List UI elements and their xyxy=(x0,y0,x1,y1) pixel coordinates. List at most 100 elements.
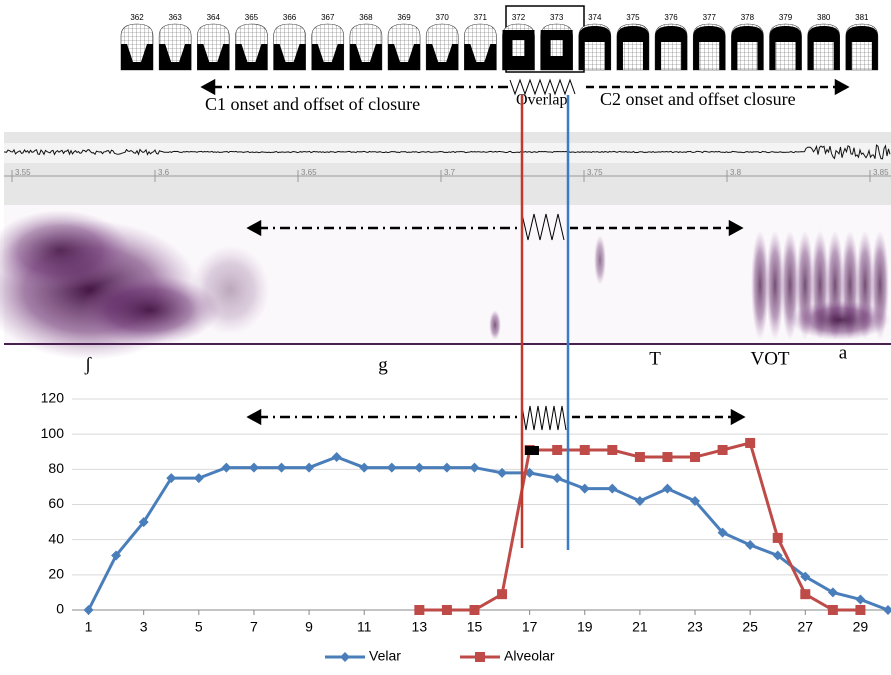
contact xyxy=(273,44,306,70)
x-tick-label: 21 xyxy=(632,619,648,635)
energy xyxy=(766,230,784,340)
point xyxy=(441,462,452,473)
frame-number: 370 xyxy=(436,13,450,22)
time-tick-label: 3.55 xyxy=(15,168,31,177)
contact xyxy=(769,26,802,70)
waveform xyxy=(4,144,891,160)
frame-number: 367 xyxy=(321,13,335,22)
point xyxy=(359,462,370,473)
point xyxy=(827,605,838,615)
top-arrows xyxy=(200,78,850,96)
series xyxy=(414,437,866,615)
time-tick-label: 3.8 xyxy=(730,168,742,177)
energy xyxy=(594,235,606,285)
y-tick-label: 40 xyxy=(48,530,64,546)
point xyxy=(111,550,122,561)
point xyxy=(552,473,563,484)
contact xyxy=(426,44,459,70)
epg-frame xyxy=(311,23,345,71)
time-tick-label: 3.85 xyxy=(873,168,889,177)
epg-frame xyxy=(464,23,497,71)
epg-frame xyxy=(692,23,726,71)
y-tick-label: 20 xyxy=(48,566,64,582)
x-tick-label: 15 xyxy=(467,619,483,635)
y-tick-label: 120 xyxy=(41,390,65,406)
legend-label: Alveolar xyxy=(504,648,555,664)
time-tick-label: 3.6 xyxy=(158,168,170,177)
frame-number: 376 xyxy=(664,13,678,22)
x-tick-label: 17 xyxy=(522,619,538,635)
point xyxy=(579,483,590,494)
point xyxy=(469,462,480,473)
x-tick-label: 13 xyxy=(412,619,428,635)
epg-frame xyxy=(616,23,650,71)
contact xyxy=(121,44,153,70)
frame-number: 371 xyxy=(474,13,488,22)
point xyxy=(138,517,149,528)
energy xyxy=(0,210,130,290)
c1-label: C1 onset and offset of closure xyxy=(205,94,420,114)
epg-frame xyxy=(578,23,612,71)
point xyxy=(855,605,866,615)
x-tick-label: 25 xyxy=(742,619,758,635)
x-tick-label: 3 xyxy=(140,619,148,635)
segment-label: a xyxy=(839,342,848,363)
contact xyxy=(311,44,344,70)
spectrogram-arrows xyxy=(246,213,744,241)
time-tick-label: 3.7 xyxy=(444,168,456,177)
point xyxy=(662,483,673,494)
point xyxy=(800,589,811,600)
point xyxy=(855,594,866,605)
epg-frame xyxy=(349,23,383,71)
frame-number: 375 xyxy=(626,13,640,22)
x-tick-label: 1 xyxy=(85,619,93,635)
point xyxy=(497,589,508,600)
energy xyxy=(190,245,270,335)
point xyxy=(579,444,590,455)
spectrogram-energy xyxy=(0,210,890,360)
legend: Velar Alveolar xyxy=(325,648,555,664)
series xyxy=(83,452,891,615)
frame-number: 365 xyxy=(245,13,259,22)
point xyxy=(414,462,425,473)
legend-marker xyxy=(340,652,350,662)
contact xyxy=(655,26,688,70)
point xyxy=(552,444,563,455)
contact xyxy=(464,44,497,70)
frame-number: 377 xyxy=(703,13,717,22)
time-ticks: 3.55 3.6 3.65 3.7 3.75 3.8 3.85 xyxy=(11,168,889,182)
point xyxy=(469,605,480,615)
contact xyxy=(197,44,230,70)
frame-number: 373 xyxy=(550,13,564,22)
epg-frame xyxy=(425,23,459,71)
energy xyxy=(489,310,501,340)
segment-label: g xyxy=(378,354,388,375)
frame-number: 369 xyxy=(397,13,411,22)
point xyxy=(331,452,342,463)
contact xyxy=(159,44,192,70)
point xyxy=(607,444,618,455)
point xyxy=(607,483,618,494)
energy xyxy=(790,300,890,340)
epg-frame xyxy=(807,23,840,71)
epg-frame xyxy=(845,23,879,71)
contact xyxy=(540,30,573,70)
point xyxy=(800,571,811,582)
y-tick-label: 60 xyxy=(48,495,64,511)
contact xyxy=(502,30,535,70)
contact xyxy=(578,26,611,70)
x-tick-label: 27 xyxy=(798,619,814,635)
contact xyxy=(616,26,649,70)
contact xyxy=(807,26,840,70)
point xyxy=(83,605,94,615)
point xyxy=(717,527,728,538)
frame-number: 368 xyxy=(359,13,373,22)
contact xyxy=(388,44,421,70)
frame-number: 363 xyxy=(168,13,182,22)
c2-label: C2 onset and offset closure xyxy=(600,89,796,109)
point xyxy=(745,539,756,550)
contact xyxy=(235,44,268,70)
point xyxy=(772,532,783,543)
point xyxy=(690,452,701,463)
